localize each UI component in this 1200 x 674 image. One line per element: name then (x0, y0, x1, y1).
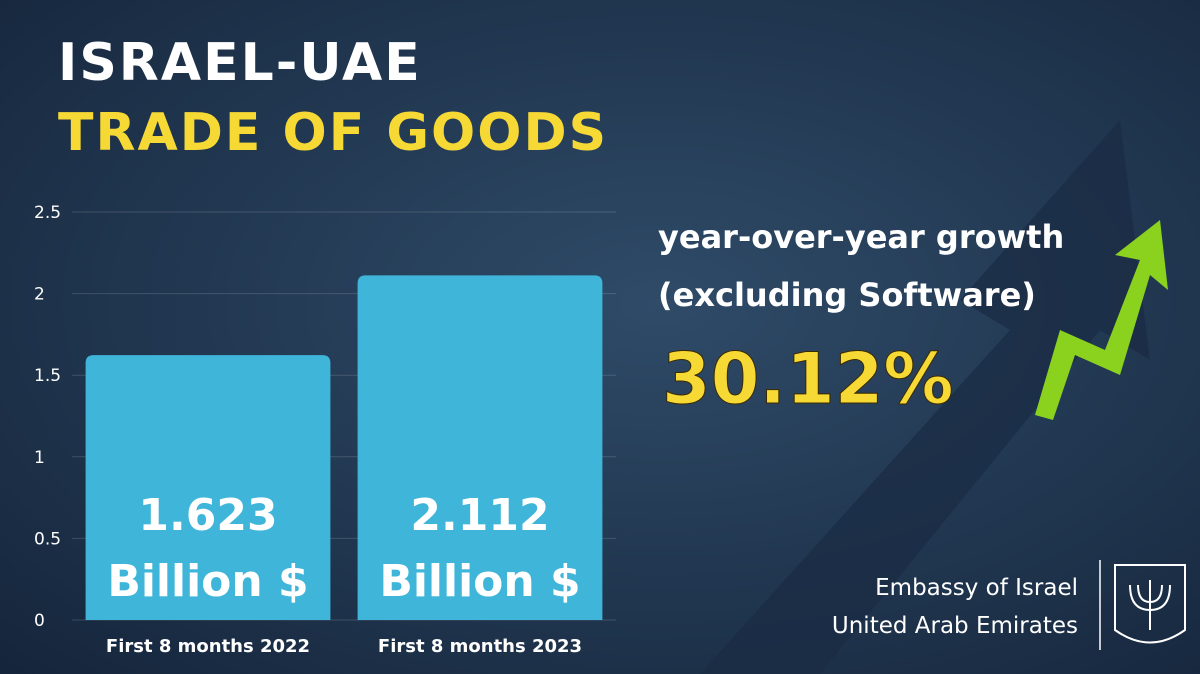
y-tick-label: 1.5 (34, 366, 61, 386)
y-tick-label: 1 (34, 448, 45, 468)
emblem (1114, 564, 1186, 644)
bar (85, 355, 331, 620)
subtitle: TRADE OF GOODS (58, 103, 608, 163)
value-label: 1.623 (138, 490, 277, 541)
y-tick-label: 0.5 (34, 529, 61, 549)
x-tick-label: First 8 months 2023 (378, 636, 582, 657)
background-arrow (700, 120, 1150, 674)
annotation: (excluding Software) (658, 276, 1036, 314)
x-tick-label: First 8 months 2022 (106, 636, 310, 657)
bar (357, 275, 603, 620)
value-unit: Billion $ (107, 556, 308, 607)
value-unit: Billion $ (379, 556, 580, 607)
y-tick-label: 0 (34, 611, 45, 631)
title: ISRAEL-UAE (58, 33, 422, 93)
growth-arrow (1035, 220, 1168, 420)
footer: United Arab Emirates (832, 613, 1078, 639)
value-label: 2.112 (410, 490, 549, 541)
growth-value: 30.12% (662, 338, 954, 420)
y-tick-label: 2 (34, 285, 45, 305)
y-tick-label: 2.5 (34, 203, 61, 223)
annotation: year-over-year growth (658, 218, 1064, 256)
footer: Embassy of Israel (875, 575, 1078, 601)
